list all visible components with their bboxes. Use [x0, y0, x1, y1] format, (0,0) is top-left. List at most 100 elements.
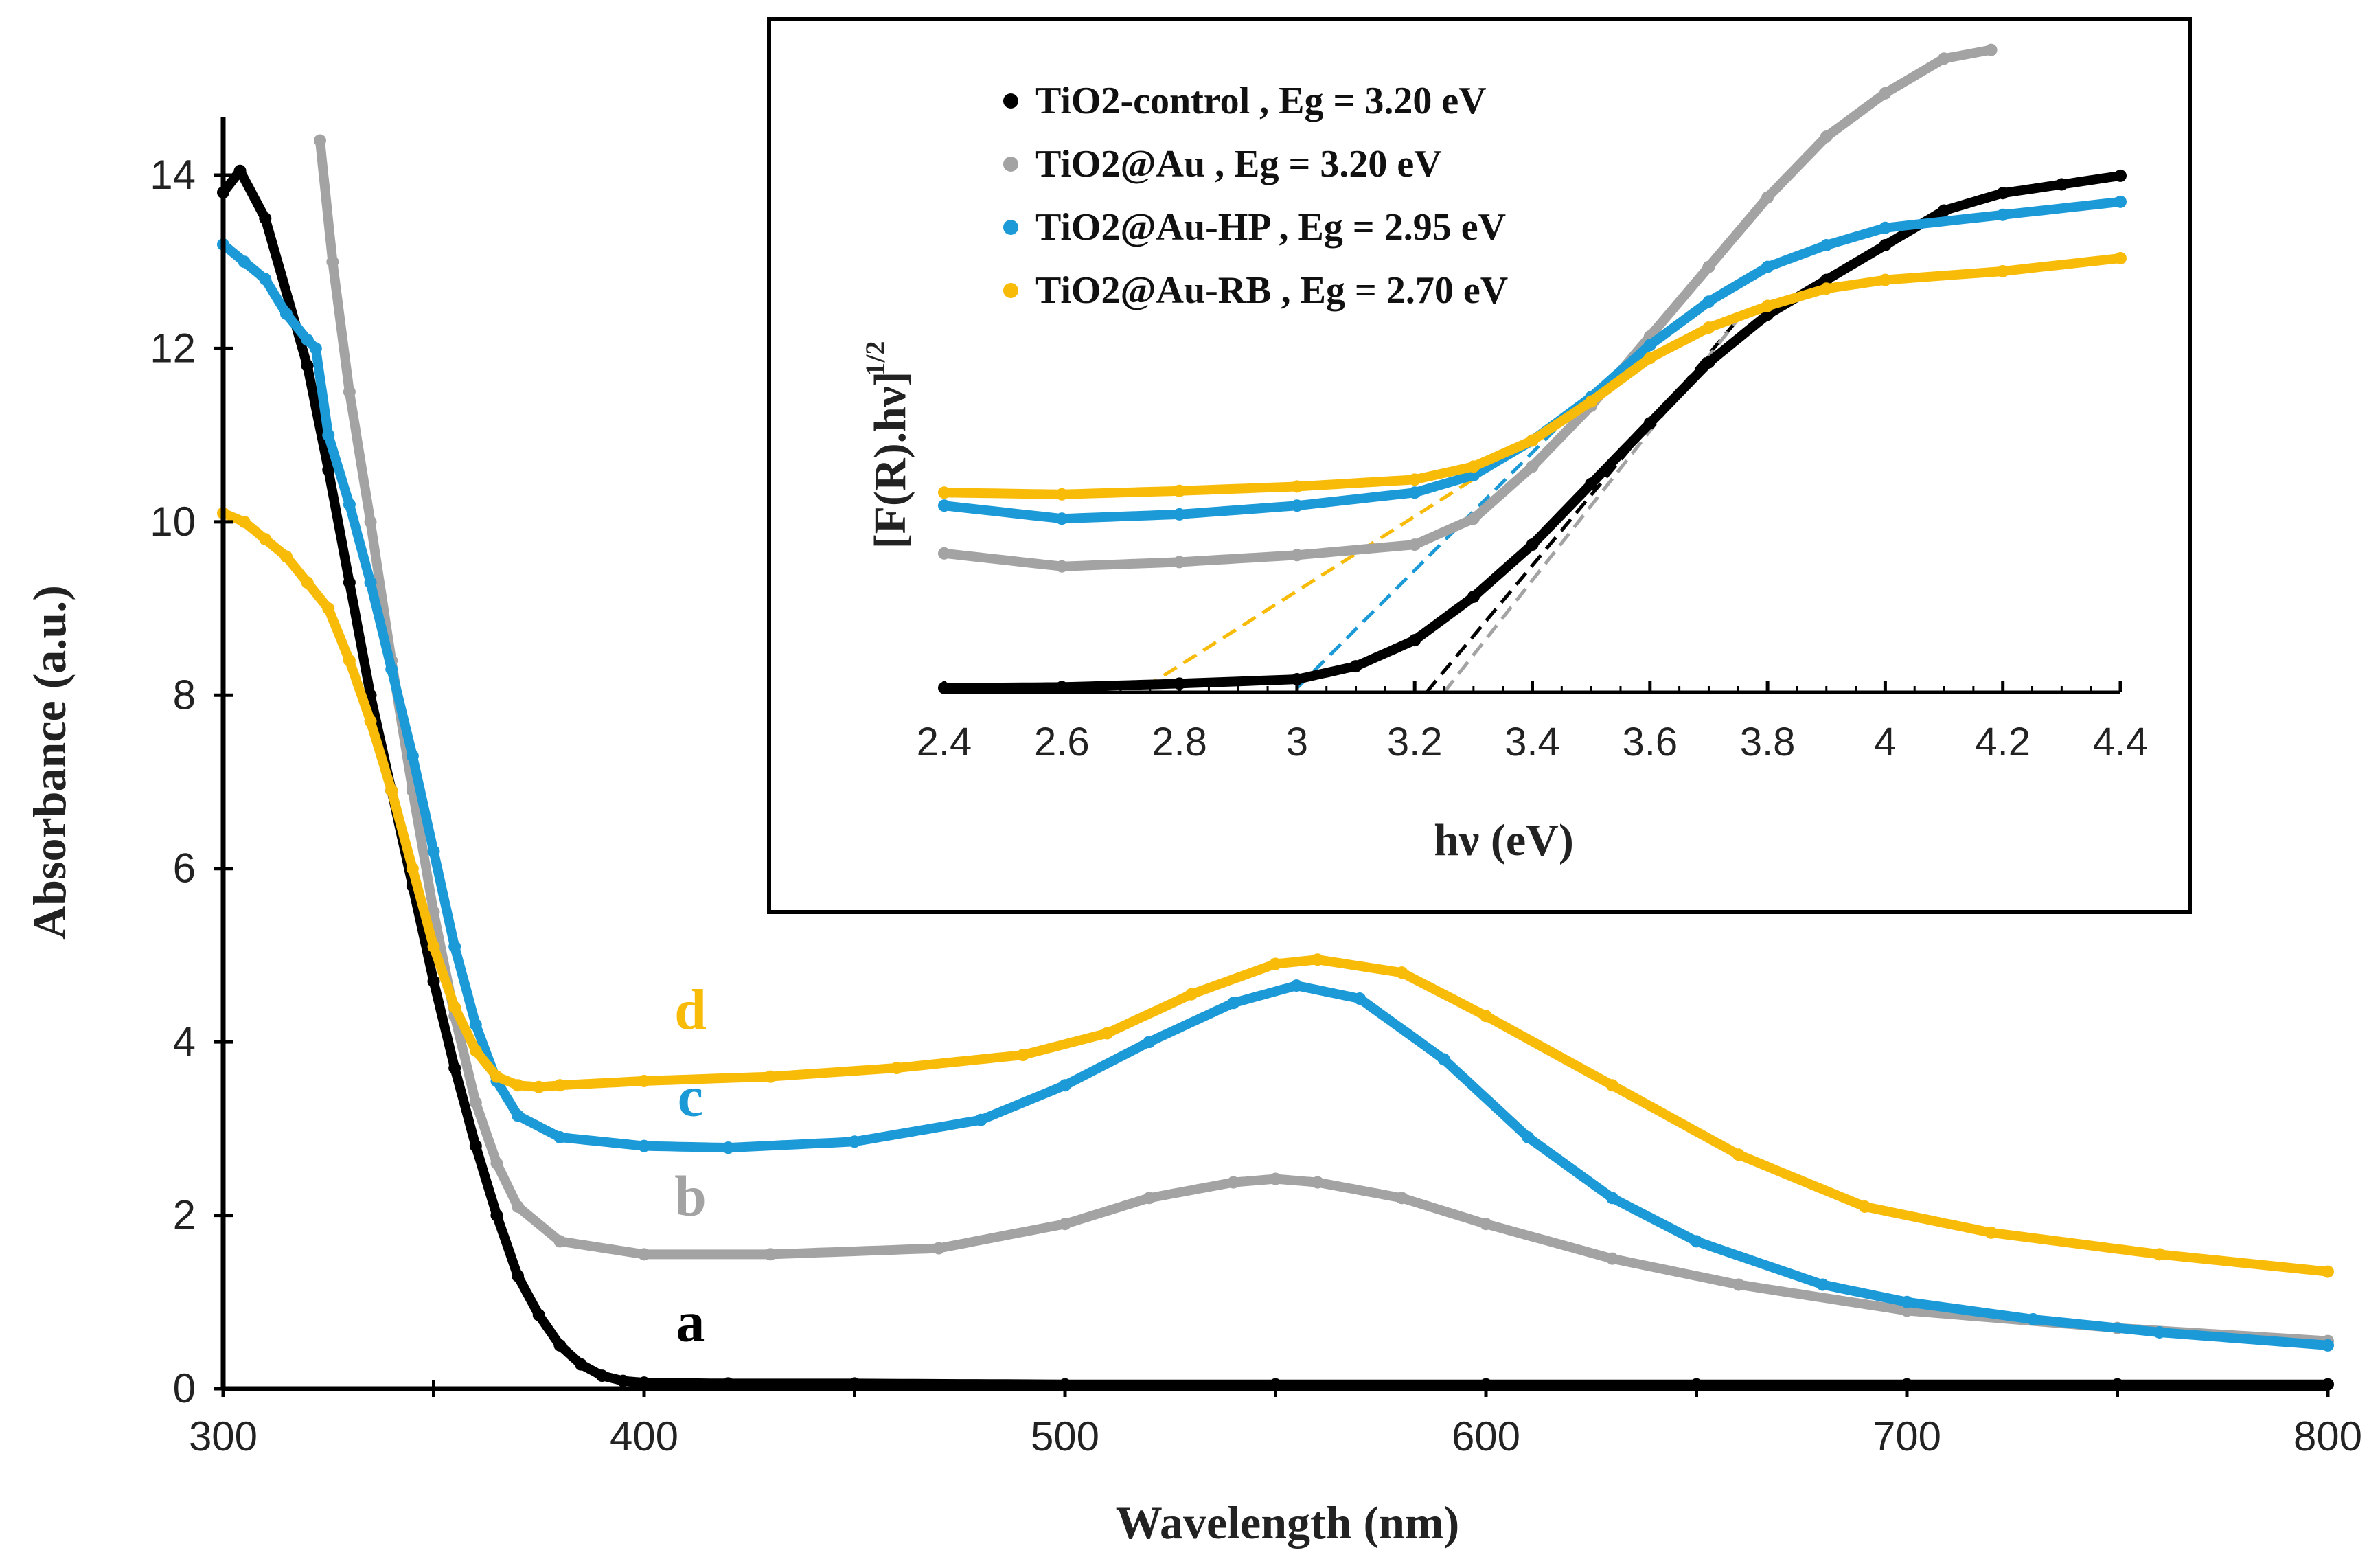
- inset-data-point: [1984, 43, 1998, 56]
- inset-data-point: [1173, 484, 1186, 497]
- main-data-point: [233, 164, 247, 177]
- inset-tangent-line: [1443, 317, 1740, 694]
- main-data-point: [617, 1374, 630, 1387]
- main-data-point: [238, 255, 251, 269]
- main-data-point: [1143, 1036, 1156, 1049]
- main-data-point: [326, 255, 339, 269]
- inset-y-axis-title-superscript: 1/2: [860, 341, 891, 376]
- main-data-point: [638, 1248, 650, 1261]
- curve-label-d: d: [674, 978, 707, 1042]
- legend-entry: TiO2@Au , Eg = 3.20 eV: [1003, 143, 1442, 185]
- inset-series-4: [938, 252, 2127, 501]
- inset-data-point: [1643, 352, 1656, 365]
- inset-data-point: [1643, 417, 1656, 430]
- inset-data-point: [1820, 273, 1833, 286]
- inset-x-tick-label: 2.4: [917, 720, 972, 764]
- legend-marker: [1003, 93, 1018, 109]
- main-x-axis-title: Wavelength (nm): [1116, 1497, 1460, 1549]
- inset-data-point: [2114, 195, 2127, 208]
- main-data-point: [343, 654, 356, 667]
- main-data-point: [490, 1070, 503, 1083]
- inset-data-point: [1290, 673, 1303, 686]
- main-data-point: [1059, 1218, 1071, 1231]
- inset-data-point: [1467, 469, 1480, 481]
- inset-x-tick-label: 4.4: [2093, 720, 2149, 764]
- main-x-tick-label: 700: [1873, 1413, 1941, 1459]
- main-y-axis-title: Absorbance (a.u.): [23, 585, 76, 940]
- legend-label: TiO2-control , Eg = 3.20 eV: [1035, 80, 1487, 122]
- main-y-ticks: 0 2 4 6 8 10 12 14: [150, 152, 233, 1411]
- main-data-point: [1480, 1218, 1492, 1231]
- main-series-d: [217, 507, 2334, 1278]
- legend-label: TiO2@Au , Eg = 3.20 eV: [1035, 143, 1442, 185]
- inset-data-point: [1585, 477, 1598, 490]
- inset-data-point: [1702, 260, 1715, 273]
- inset-data-point: [1408, 473, 1421, 486]
- main-data-point: [2322, 1339, 2334, 1352]
- main-data-point: [301, 576, 314, 589]
- main-data-point: [553, 1130, 567, 1143]
- inset-series-group: [938, 43, 2127, 694]
- inset-tangent-line: [1143, 422, 1563, 690]
- curve-label-c: c: [678, 1065, 703, 1128]
- inset-x-tick-label: 2.8: [1152, 720, 1207, 764]
- main-data-point: [385, 784, 398, 797]
- main-data-point: [309, 342, 322, 355]
- main-data-point: [279, 550, 293, 563]
- main-data-point: [1290, 979, 1303, 992]
- main-data-point: [1901, 1295, 1913, 1308]
- main-data-point: [1269, 957, 1282, 970]
- inset-series-line: [939, 170, 2125, 693]
- legend-marker: [1003, 157, 1018, 172]
- inset-data-point: [2114, 169, 2127, 182]
- inset-x-tick-label: 4.2: [1975, 720, 2030, 764]
- main-data-point: [764, 1248, 777, 1261]
- inset-data-point: [1879, 273, 1892, 286]
- main-data-point: [469, 1018, 482, 1031]
- main-data-point: [1690, 1235, 1703, 1248]
- main-data-point: [1480, 1010, 1492, 1023]
- main-data-point: [1605, 1079, 1618, 1092]
- inset-x-tick-label: 4: [1874, 720, 1896, 764]
- main-data-point: [2322, 1265, 2334, 1278]
- main-data-point: [1016, 1049, 1029, 1062]
- main-y-tick-label: 2: [173, 1192, 196, 1238]
- inset-data-point: [1408, 486, 1421, 499]
- inset-data-point: [1055, 512, 1068, 525]
- main-y-tick-label: 0: [173, 1365, 196, 1411]
- main-data-point: [1605, 1192, 1618, 1205]
- inset-data-point: [1996, 264, 2009, 277]
- main-x-tick-label: 400: [610, 1413, 678, 1459]
- inset-x-ticks: 2.4 2.6 2.8 3 3.2 3.4 3.6 3.8 4 4.2 4.4: [917, 681, 2149, 764]
- main-x-tick-label: 800: [2293, 1413, 2362, 1459]
- main-data-point: [469, 1139, 482, 1152]
- legend-marker: [1003, 220, 1018, 235]
- inset-data-point: [1702, 321, 1715, 334]
- inset-data-point: [1467, 460, 1480, 473]
- main-data-point: [553, 1235, 567, 1248]
- main-data-point: [1732, 1278, 1745, 1291]
- main-data-point: [890, 1062, 903, 1075]
- main-y-tick-label: 4: [173, 1019, 196, 1065]
- main-y-tick-label: 6: [173, 845, 196, 891]
- main-data-point: [259, 533, 272, 546]
- main-y-tick-label: 14: [150, 152, 196, 198]
- main-data-point: [764, 1070, 777, 1083]
- curve-label-b: b: [674, 1165, 707, 1229]
- inset-data-point: [1820, 130, 1833, 144]
- main-data-point: [364, 515, 377, 528]
- main-data-point: [343, 498, 356, 511]
- inset-data-point: [1526, 434, 1539, 447]
- inset-data-point: [2114, 252, 2127, 264]
- main-data-point: [469, 1044, 482, 1057]
- main-data-point: [848, 1135, 861, 1148]
- inset-data-point: [1290, 499, 1303, 512]
- inset-data-point: [1526, 538, 1539, 551]
- main-data-point: [638, 1139, 650, 1152]
- main-data-point: [553, 1339, 567, 1352]
- main-data-point: [1311, 953, 1324, 966]
- main-y-tick-label: 8: [173, 672, 196, 718]
- main-data-point: [2153, 1325, 2166, 1339]
- inset-data-point: [1996, 187, 2009, 200]
